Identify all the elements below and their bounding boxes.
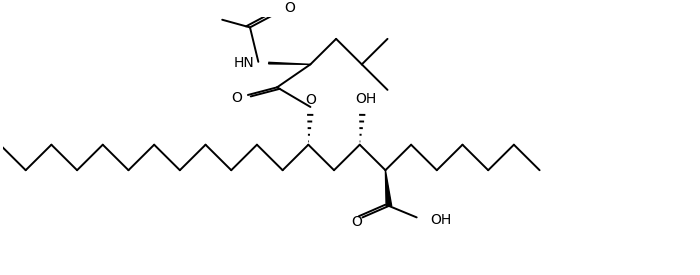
Text: OH: OH xyxy=(430,213,452,227)
Text: O: O xyxy=(305,93,316,107)
Text: HN: HN xyxy=(234,56,255,70)
Text: O: O xyxy=(232,90,242,104)
Polygon shape xyxy=(269,62,310,64)
Text: O: O xyxy=(284,1,295,15)
Polygon shape xyxy=(386,170,392,206)
Text: O: O xyxy=(351,215,363,229)
Text: OH: OH xyxy=(356,92,377,106)
